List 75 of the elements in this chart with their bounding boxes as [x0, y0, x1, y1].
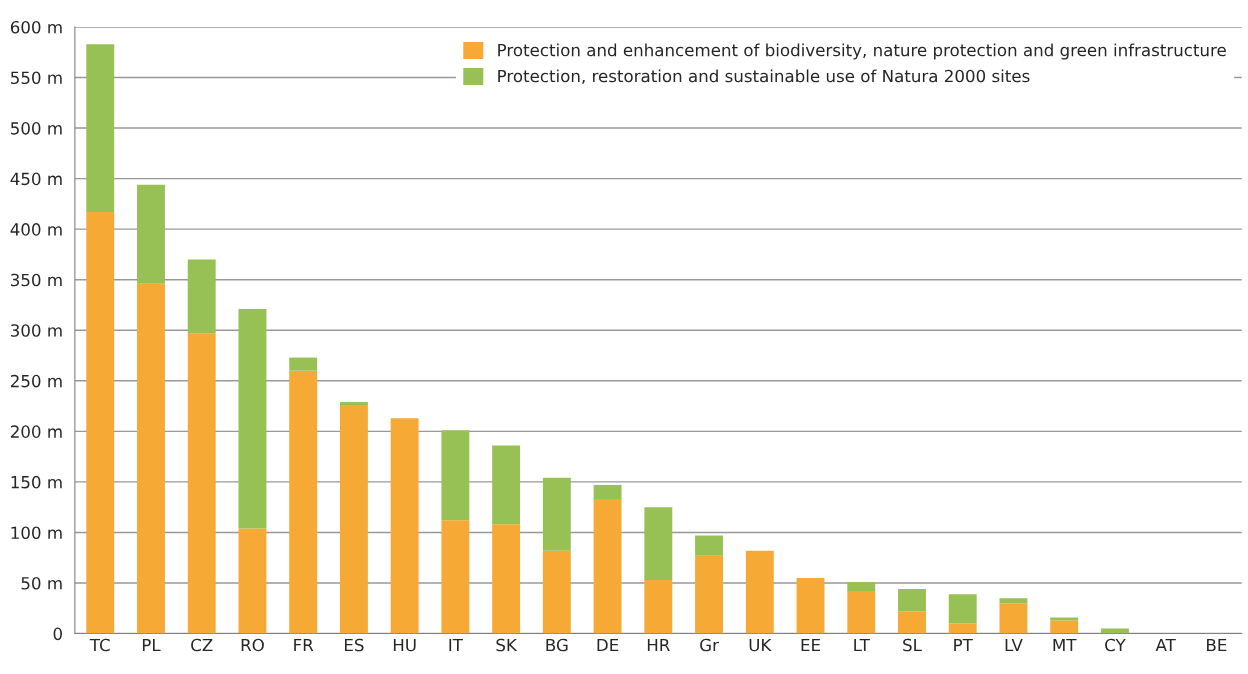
y-tick-label: 0: [53, 627, 62, 641]
bar: [86, 44, 115, 212]
bar: [847, 582, 876, 592]
x-tick-label: CZ: [191, 638, 213, 652]
x-tick-label: PL: [142, 638, 161, 652]
x-tick-label: ES: [345, 638, 364, 652]
y-tick-label: 50 m: [21, 576, 62, 590]
bar: [999, 598, 1028, 604]
bar: [542, 477, 571, 551]
x-tick-label: TC: [89, 638, 110, 652]
bar: [898, 611, 926, 634]
bar: [339, 402, 368, 406]
x-tick-label: CY: [1105, 638, 1126, 652]
bar: [847, 591, 876, 634]
bar: [238, 528, 267, 634]
bar: [999, 603, 1028, 634]
bar: [441, 430, 470, 521]
bar: [948, 594, 977, 624]
x-tick-label: Gr: [700, 638, 719, 652]
bar: [593, 484, 622, 500]
bar: [187, 259, 216, 334]
x-tick-label: HR: [647, 638, 670, 652]
y-tick-label: 400 m: [10, 223, 62, 236]
x-tick-label: FR: [294, 638, 314, 652]
y-tick-label: 150 m: [11, 475, 62, 489]
bar: [289, 370, 318, 634]
x-tick-label: HU: [393, 638, 416, 652]
bar: [86, 211, 115, 634]
y-tick-label: 600 m: [10, 20, 62, 34]
y-tick-label: 450 m: [10, 172, 62, 186]
bar: [492, 445, 521, 525]
bar: [593, 499, 622, 634]
bar: [137, 283, 165, 634]
x-tick-label: UK: [749, 638, 772, 652]
x-tick-label: PT: [954, 638, 973, 652]
bar: [796, 577, 825, 634]
x-tick-label: BG: [546, 638, 568, 652]
y-tick-label: 250 m: [10, 374, 62, 388]
bar: [390, 418, 419, 634]
bar: [898, 589, 926, 612]
bar: [1050, 617, 1079, 621]
x-tick-label: LV: [1005, 638, 1023, 652]
bar: [644, 507, 673, 580]
x-tick-label: DE: [597, 638, 619, 652]
y-tick-label: 500 m: [11, 122, 62, 135]
bar: [289, 357, 318, 371]
y-tick-label: 100 m: [11, 526, 62, 540]
bar: [441, 520, 470, 634]
y-tick-label: 200 m: [10, 425, 62, 438]
bar: [948, 623, 977, 634]
legend-label: Protection, restoration and sustainable use of Natura 2000 sites: [498, 69, 1030, 85]
y-tick-label: 300 m: [11, 324, 62, 337]
x-tick-label: SK: [496, 638, 518, 652]
bar: [339, 405, 368, 634]
x-tick-label: SL: [903, 638, 922, 652]
bar: [695, 535, 724, 556]
x-tick-label: RO: [241, 638, 264, 652]
x-tick-label: LT: [854, 638, 870, 652]
y-tick-label: 350 m: [11, 273, 62, 287]
x-tick-label: AT: [1155, 638, 1176, 652]
x-tick-label: MT: [1053, 638, 1077, 652]
x-tick-label: IT: [449, 638, 463, 652]
bar: [542, 550, 571, 634]
bar: [137, 184, 165, 284]
bar: [238, 309, 267, 529]
y-tick-label: 550 m: [11, 71, 62, 85]
bar: [492, 524, 521, 634]
bar: [644, 579, 673, 634]
x-tick-label: EE: [801, 638, 820, 652]
legend-label: Protection and enhancement of biodiversity, nature protection and green infrastructure: [498, 43, 1226, 60]
x-tick-label: BE: [1207, 638, 1227, 652]
bar: [695, 555, 724, 634]
bar: [745, 550, 774, 634]
bar: [187, 333, 216, 634]
bar: [1050, 620, 1079, 634]
